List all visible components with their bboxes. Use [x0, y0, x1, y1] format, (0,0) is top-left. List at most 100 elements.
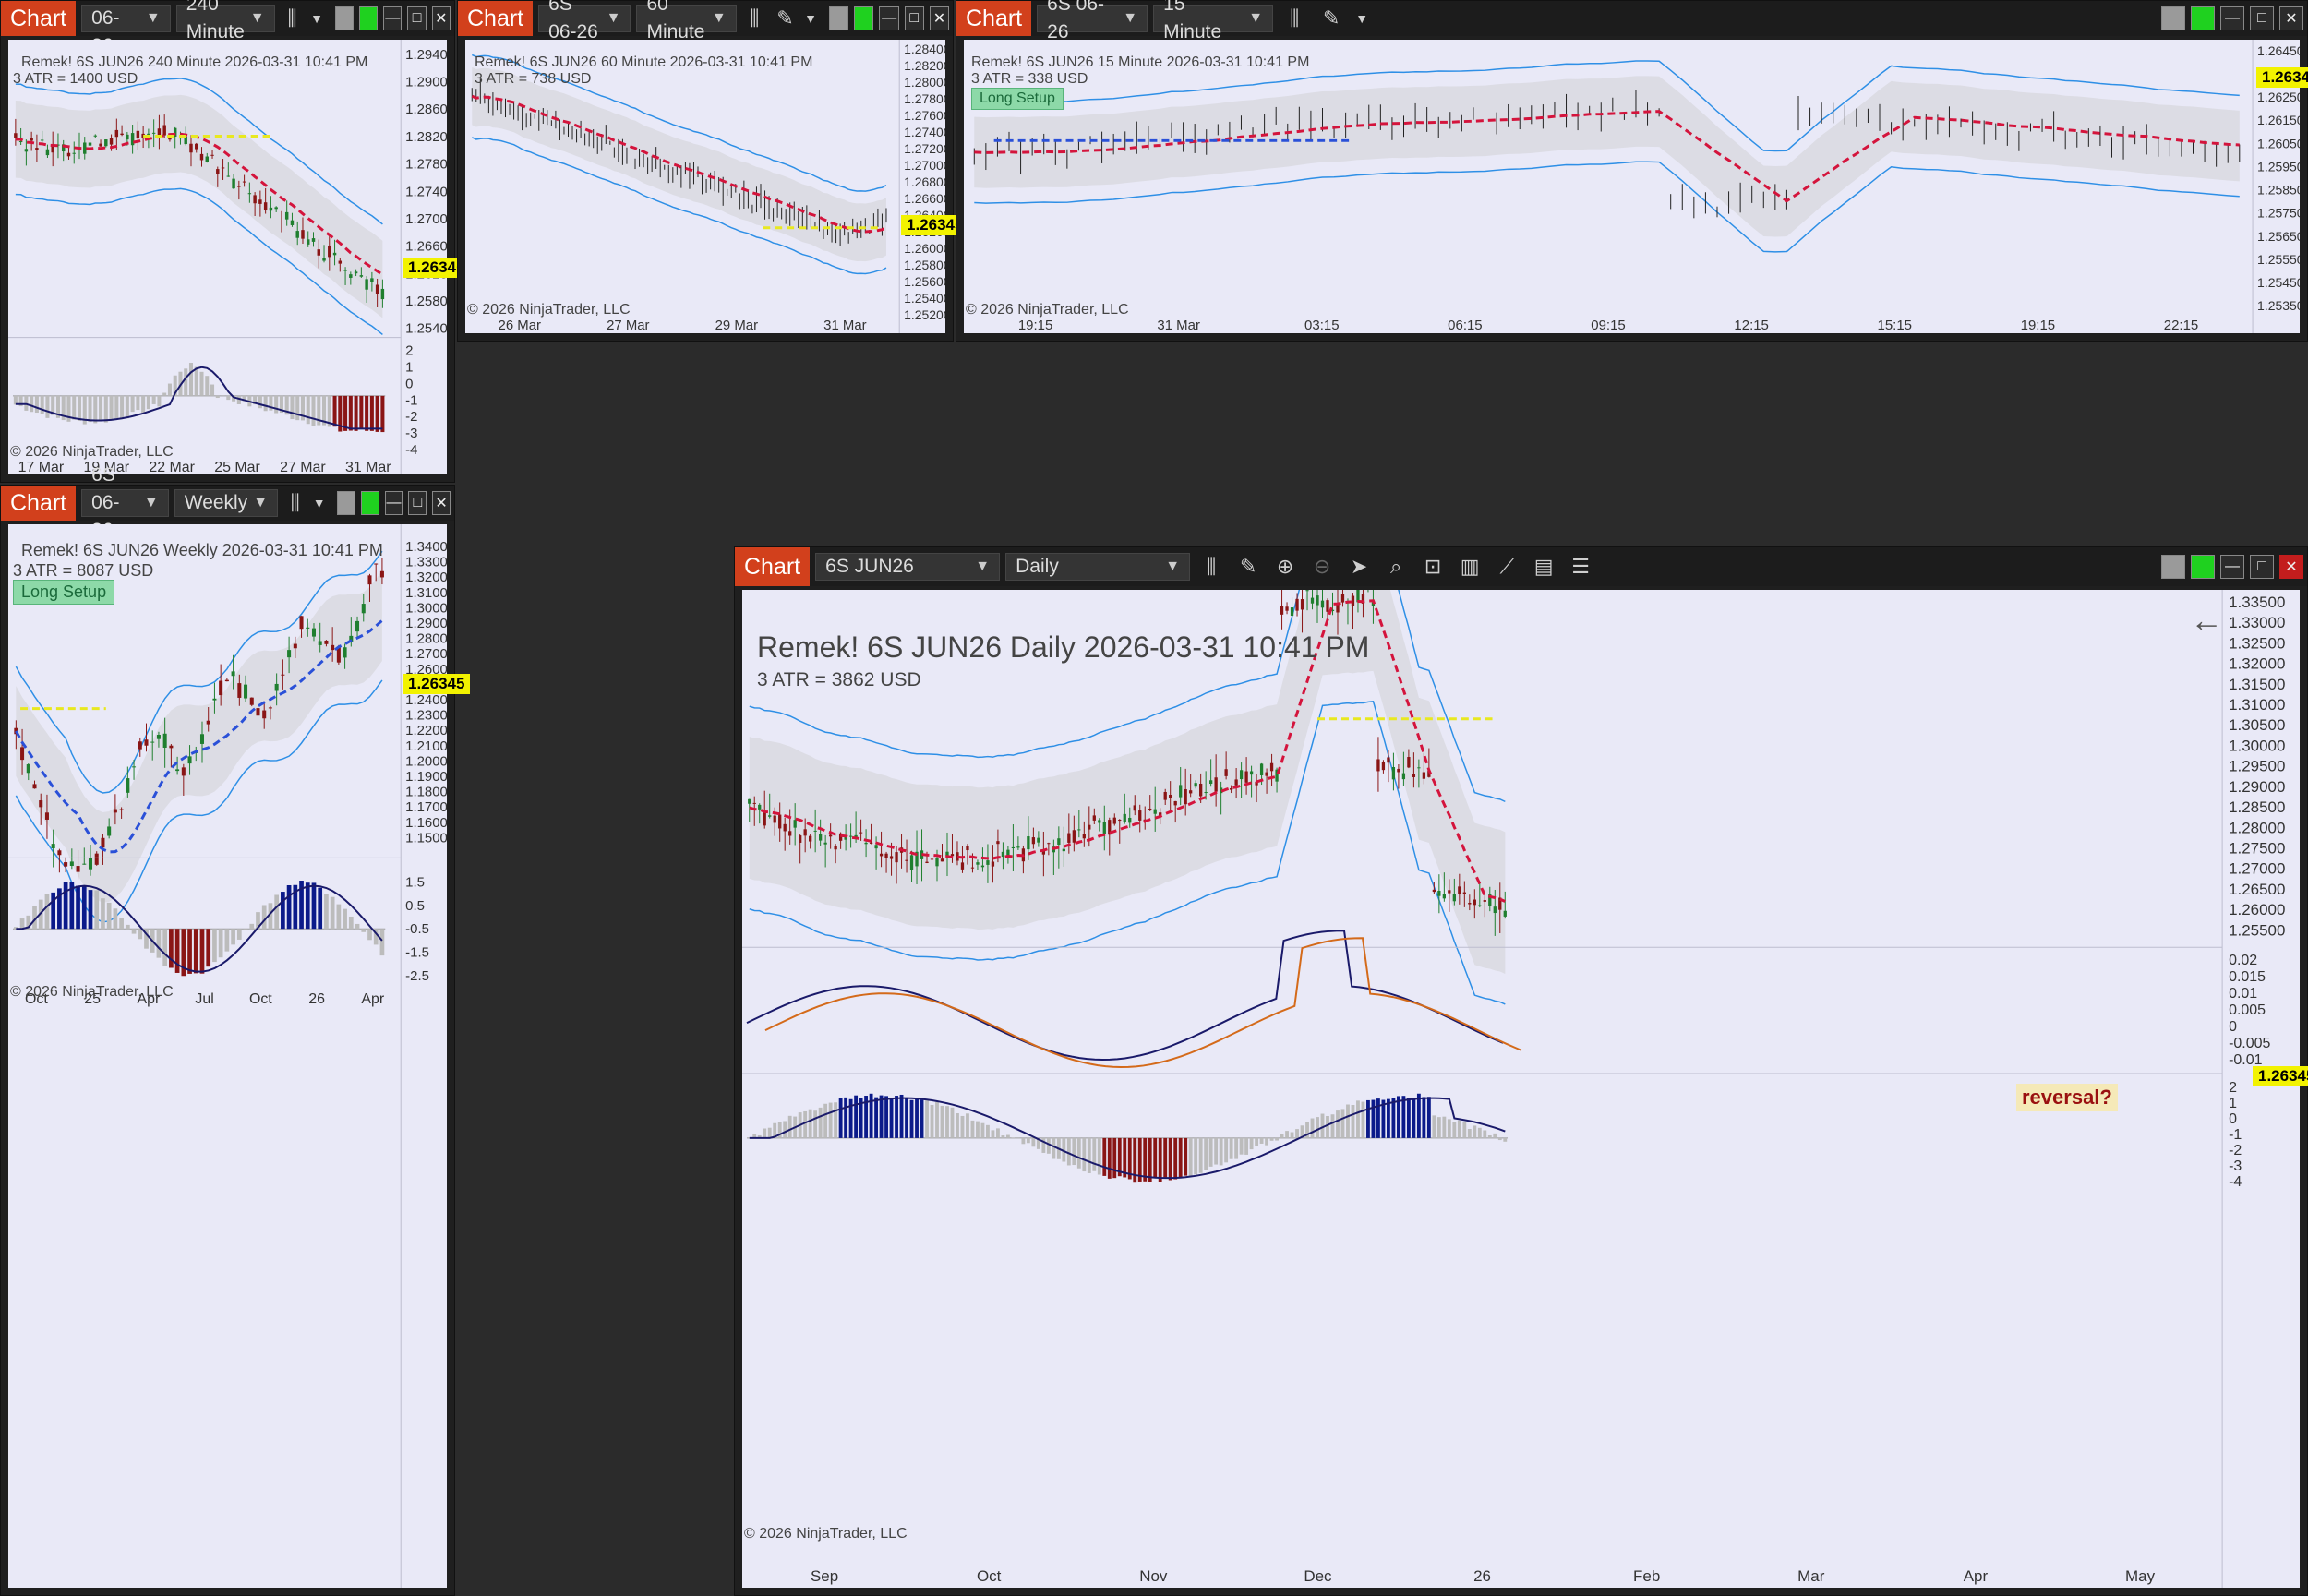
instrument-selector[interactable]: 6S 06-26▼: [81, 0, 171, 56]
pencil-icon[interactable]: ✎: [1239, 555, 1257, 578]
candle-body: [783, 823, 787, 832]
instrument-selector[interactable]: 6S JUN26 ▼: [815, 553, 1001, 581]
close-button[interactable]: ✕: [432, 491, 451, 515]
minimize-button[interactable]: —: [384, 491, 403, 515]
histogram-bar: [1487, 1135, 1492, 1138]
minimize-button[interactable]: —: [383, 6, 403, 30]
object-list-icon[interactable]: ☰: [1571, 555, 1590, 578]
histogram-bar: [1244, 1137, 1249, 1155]
histogram-bar: [330, 896, 335, 930]
instrument-selector[interactable]: 6S 06-26▼: [1037, 0, 1148, 42]
price-chart: 1.264501.263501.262501.261501.260501.259…: [973, 40, 2300, 333]
link-green-button[interactable]: [854, 6, 874, 30]
minimize-button[interactable]: —: [2220, 6, 2244, 30]
minimize-button[interactable]: —: [2220, 555, 2244, 579]
close-button[interactable]: ✕: [929, 6, 950, 30]
chevron-down-icon[interactable]: ▼: [312, 496, 326, 510]
data-box-icon[interactable]: ⌕: [1389, 555, 1402, 578]
link-green-button[interactable]: [2191, 555, 2215, 579]
upper-band-line: [974, 60, 2240, 152]
candle-body: [768, 815, 772, 817]
chart-area[interactable]: 1.29400 1.29000 1.28600 1.28200 1.27800 1.274…: [8, 40, 471, 474]
link-gray-button[interactable]: [337, 491, 355, 515]
bar-style-icon[interactable]: ⫼: [287, 6, 297, 30]
close-button[interactable]: ✕: [2279, 555, 2303, 579]
chart-tab[interactable]: Chart: [1, 1, 77, 36]
period-selector[interactable]: Daily ▼: [1005, 553, 1191, 581]
maximize-button[interactable]: □: [2250, 6, 2274, 30]
candle-body: [162, 733, 167, 748]
minimize-button[interactable]: —: [879, 6, 899, 30]
bar-style-icon[interactable]: ⫼: [290, 491, 300, 514]
histogram-bar: [19, 918, 25, 930]
candle-body: [905, 859, 908, 861]
chart-area[interactable]: 1.264501.263501.262501.261501.260501.259…: [964, 40, 2308, 333]
pencil-icon[interactable]: ✎: [776, 6, 794, 30]
histogram-bar: [803, 1110, 808, 1138]
instrument-selector[interactable]: 6S 06-26▼: [81, 464, 169, 541]
link-green-button[interactable]: [360, 491, 379, 515]
period-selector[interactable]: 15 Minute ▼: [1153, 0, 1274, 42]
properties-icon[interactable]: ▤: [1533, 555, 1554, 578]
instrument-selector[interactable]: 6S 06-26▼: [538, 0, 631, 42]
link-green-button[interactable]: [2191, 6, 2215, 30]
close-button[interactable]: ✕: [2279, 6, 2303, 30]
period-selector[interactable]: 60 Minute ▼: [636, 0, 737, 42]
histogram-bar: [32, 906, 37, 930]
price-chart: 1.340001.330001.320001.310001.300001.290…: [8, 524, 447, 1588]
pointer-icon[interactable]: ➤: [1350, 555, 1368, 578]
y-axis-label: 2: [2229, 1080, 2237, 1096]
close-button[interactable]: ✕: [431, 6, 451, 30]
candle-body: [1057, 838, 1061, 846]
link-gray-button[interactable]: [2161, 6, 2185, 30]
maximize-button[interactable]: □: [904, 6, 924, 30]
link-gray-button[interactable]: [829, 6, 849, 30]
histogram-bar: [125, 924, 130, 930]
indicators-icon[interactable]: ▥: [1460, 555, 1480, 578]
chart-tab[interactable]: Chart: [458, 1, 534, 36]
atr-value: 738 USD: [531, 71, 592, 87]
pencil-icon[interactable]: ✎: [1322, 6, 1340, 30]
bar-style-icon[interactable]: ⫼: [1290, 6, 1300, 30]
period-selector[interactable]: 240 Minute ▼: [175, 0, 275, 42]
candle-body: [205, 156, 210, 162]
chart-area[interactable]: 1.340001.330001.320001.310001.300001.290…: [8, 524, 471, 1588]
templates-icon[interactable]: ⊡: [1424, 555, 1442, 578]
y-axis-label: 1.25400: [405, 321, 447, 337]
chevron-down-icon[interactable]: ▼: [804, 11, 818, 26]
chart-tab[interactable]: Chart: [956, 1, 1032, 36]
strategies-icon[interactable]: ⟋: [1499, 555, 1514, 578]
histogram-bar: [125, 395, 129, 419]
histogram-bar: [263, 395, 268, 412]
maximize-button[interactable]: □: [2250, 555, 2274, 579]
chevron-down-icon[interactable]: ▼: [310, 11, 323, 26]
bar-style-icon[interactable]: ⫼: [1207, 555, 1217, 578]
candle-body: [1102, 822, 1106, 834]
maximize-button[interactable]: □: [407, 6, 427, 30]
back-arrow-icon[interactable]: ←: [2190, 601, 2223, 639]
histogram-bar: [76, 885, 80, 930]
chart-tab[interactable]: Chart: [735, 547, 811, 586]
zoom-in-icon[interactable]: ⊕: [1276, 555, 1294, 578]
histogram-bar: [44, 894, 50, 930]
bar-style-icon[interactable]: ⫼: [750, 6, 760, 30]
y-axis-label: 1.25800: [904, 258, 945, 272]
histogram-bar: [1036, 1137, 1040, 1149]
link-gray-button[interactable]: [2161, 555, 2185, 579]
y-axis-label: 1.22000: [405, 723, 447, 738]
candle-body: [788, 831, 792, 836]
chevron-down-icon[interactable]: ▼: [1355, 11, 1369, 26]
histogram-bar: [1102, 1137, 1107, 1176]
upper-band-line: [15, 78, 383, 225]
candle-body: [332, 252, 337, 256]
histogram-bar: [1361, 1101, 1365, 1138]
link-gray-button[interactable]: [334, 6, 354, 30]
maximize-button[interactable]: □: [408, 491, 427, 515]
histogram-bar: [1173, 1137, 1178, 1180]
link-green-button[interactable]: [358, 6, 379, 30]
chart-tab[interactable]: Chart: [1, 486, 77, 521]
period-selector[interactable]: Weekly ▼: [174, 489, 279, 517]
chart-area[interactable]: 1.33500 1.33000 1.32500 1.32000 1.31500 1.310…: [742, 590, 2308, 1588]
zoom-out-icon[interactable]: ⊖: [1313, 555, 1331, 578]
